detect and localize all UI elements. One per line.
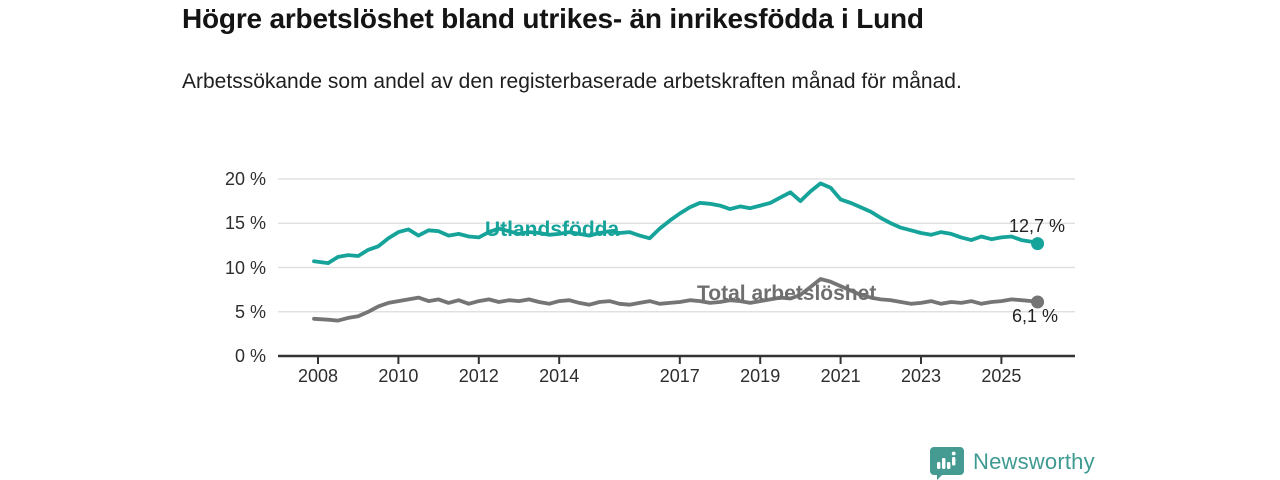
series-end-dot [1031,237,1045,251]
chart-subtitle: Arbetssökande som andel av den registerb… [182,70,962,93]
series-label-utlandsfodda: Utlandsfödda [485,218,620,241]
page-title: Högre arbetslöshet bland utrikes- än inr… [182,3,924,34]
total-arbetsloshet-line [312,277,1040,323]
utlandsfodda-line [312,181,1040,266]
y-tick-label: 10 % [224,257,266,278]
x-tick-label: 2017 [659,366,700,386]
end-value-label-total: 6,1 % [1012,306,1059,326]
y-tick-label: 5 % [234,301,266,322]
newsworthy-branding: Newsworthy [928,444,1095,480]
y-tick-label: 15 % [224,213,266,234]
y-tick-label: 20 % [224,169,266,189]
x-tick-label: 2023 [900,366,942,386]
x-tick-label: 2010 [378,366,419,386]
y-tick-label: 0 % [234,346,266,366]
series-label-total-arbetsloshet: Total arbetslöshet [697,282,877,305]
x-tick-label: 2019 [740,366,781,386]
series-end-dot [1031,295,1045,309]
x-tick-label: 2012 [458,366,499,386]
x-tick-label: 2014 [539,366,580,386]
x-tick-label: 2021 [820,366,861,386]
newsworthy-brand-name: Newsworthy [973,449,1095,474]
newsworthy-logo-icon [930,447,964,480]
x-tick-label: 2008 [297,366,339,386]
end-value-label-utlandsfodda: 12,7 % [1009,216,1066,236]
x-tick-label: 2025 [981,366,1022,386]
